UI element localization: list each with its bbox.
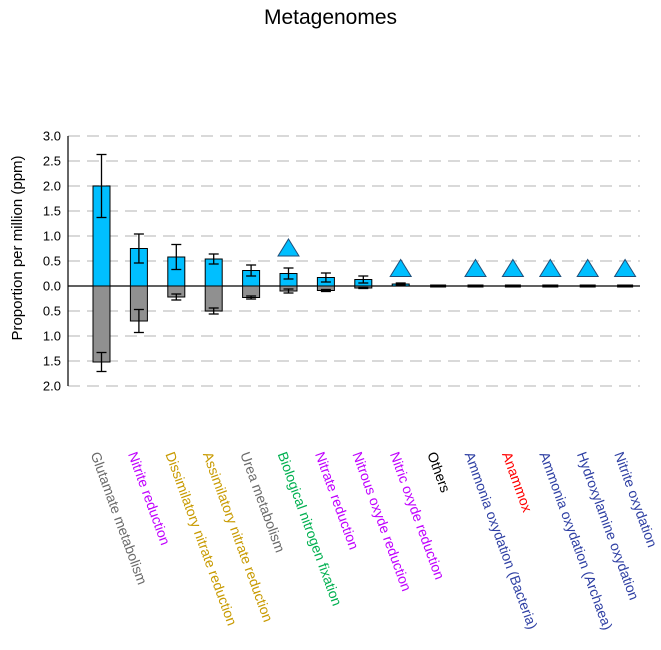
category-label: Others bbox=[424, 450, 453, 495]
bars bbox=[92, 153, 634, 373]
triangle-marker bbox=[613, 258, 637, 277]
category-label: Ammonia oxydation (Archaea) bbox=[536, 450, 615, 632]
y-tick-label: 1.5 bbox=[43, 354, 61, 369]
triangle-marker bbox=[277, 238, 300, 257]
category-label: Ammonia oxydation (Bacteria) bbox=[462, 450, 541, 632]
category-label: Anammox bbox=[499, 450, 536, 515]
axes: 3.0 2.5 2.0 1.5 1.0 0.5 0.0 0.5 1.0 1.5 2.0 bbox=[43, 129, 640, 394]
markers bbox=[277, 238, 637, 277]
triangle-marker bbox=[464, 258, 487, 277]
bar-bottom bbox=[92, 285, 111, 363]
category-label: Assimilatory nitrate reduction bbox=[200, 450, 277, 624]
y-tick-label: 1.0 bbox=[43, 229, 61, 244]
category-label: Dissimilatory nitrate reduction bbox=[162, 450, 240, 628]
y-tick-label: 2.0 bbox=[43, 379, 61, 394]
y-axis-label: Proportion per million (ppm) bbox=[9, 155, 26, 340]
y-tick-label: 0.5 bbox=[43, 304, 61, 319]
y-tick-label: 2.0 bbox=[43, 179, 61, 194]
triangle-marker bbox=[538, 258, 562, 277]
triangle-marker bbox=[576, 258, 600, 277]
y-tick-label: 0.5 bbox=[43, 254, 61, 269]
y-tick-label: 2.5 bbox=[43, 154, 61, 169]
y-tick-label: 3.0 bbox=[43, 129, 61, 144]
y-tick-label: 1.0 bbox=[43, 329, 61, 344]
y-tick-label: 1.5 bbox=[43, 204, 61, 219]
y-tick-label: 0.0 bbox=[43, 279, 61, 294]
bar-bottom bbox=[204, 285, 223, 312]
chart-title: Metagenomes bbox=[263, 6, 398, 29]
grid-lines bbox=[68, 135, 640, 387]
triangle-marker bbox=[501, 258, 525, 277]
triangle-marker bbox=[389, 258, 413, 277]
